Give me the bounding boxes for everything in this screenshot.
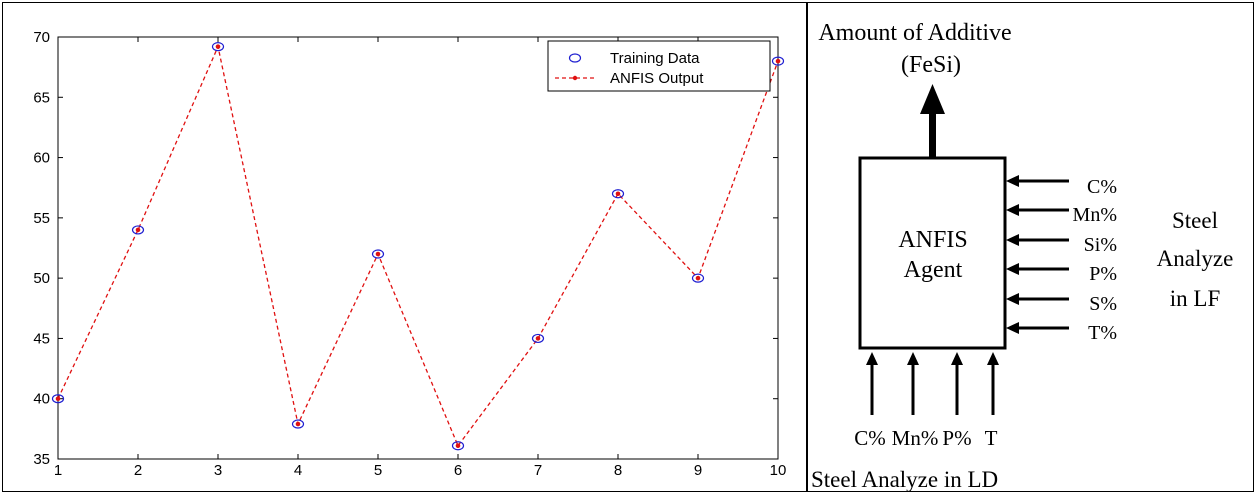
x-tick-label: 4 <box>294 462 302 479</box>
arrow-head <box>866 352 878 365</box>
x-tick-label: 2 <box>134 462 142 479</box>
y-tick-label: 55 <box>33 210 50 227</box>
x-tick-label: 10 <box>770 462 787 479</box>
output-label-line1: Amount of Additive <box>818 20 1011 46</box>
training-data-point <box>211 42 225 52</box>
anfis-output-point <box>55 396 61 402</box>
right-group-line1: Steel <box>1172 208 1218 233</box>
anfis-output-point <box>615 191 621 197</box>
x-tick-label: 7 <box>534 462 542 479</box>
right-input-s: S% <box>1089 293 1117 315</box>
plot-area <box>57 36 779 460</box>
y-tick-label: 45 <box>33 330 50 347</box>
x-tick-label: 8 <box>614 462 622 479</box>
bottom-input-p: P% <box>942 426 971 450</box>
right-input-c: C% <box>1087 176 1117 198</box>
legend-box <box>547 40 771 92</box>
bottom-input-arrows <box>866 352 999 415</box>
training-data-point <box>691 273 705 283</box>
y-tick-label: 70 <box>33 29 50 46</box>
right-input-arrows <box>1006 175 1069 334</box>
agent-label-line2: Agent <box>904 257 963 283</box>
right-input-t: T% <box>1088 322 1117 344</box>
right-input-mn: Mn% <box>1073 204 1117 226</box>
training-data-point <box>291 419 305 429</box>
legend-label-anfis: ANFIS Output <box>610 70 704 87</box>
training-data-point <box>451 441 465 451</box>
arrow-head <box>1006 293 1019 305</box>
anfis-output-line <box>57 44 779 448</box>
anfis-output-point <box>215 44 221 49</box>
right-group-line3: in LF <box>1170 286 1220 311</box>
panel-divider <box>806 2 808 492</box>
x-tick-label: 3 <box>214 462 222 479</box>
arrow-head <box>907 352 919 365</box>
anfis-output-point <box>535 336 541 341</box>
right-input-si: Si% <box>1084 234 1117 256</box>
training-data-point <box>771 56 785 66</box>
arrow-head <box>1006 175 1019 187</box>
anfis-output-point <box>135 227 141 233</box>
arrow-head <box>1006 234 1019 246</box>
arrow-head <box>951 352 963 365</box>
bottom-input-mn: Mn% <box>892 426 939 450</box>
output-arrow-head <box>920 84 945 114</box>
arrow-head <box>1006 263 1019 275</box>
anfis-agent-box <box>858 156 1007 350</box>
legend-circle-marker <box>568 53 582 63</box>
training-data-point <box>611 189 625 199</box>
y-tick-label: 60 <box>33 150 50 167</box>
x-tick-label: 9 <box>694 462 702 479</box>
x-axis: 1 2 3 4 5 6 7 8 9 10 <box>54 37 787 479</box>
bottom-input-t: T <box>985 426 998 450</box>
training-data-point <box>531 333 545 344</box>
anfis-output-point <box>295 421 301 427</box>
agent-label-line1: ANFIS <box>898 227 967 253</box>
anfis-output-point <box>455 443 461 449</box>
training-data-point <box>51 394 65 404</box>
y-tick-label: 65 <box>33 89 50 106</box>
output-label-line2: (FeSi) <box>901 52 961 78</box>
arrow-head <box>1006 204 1019 216</box>
right-input-p: P% <box>1089 263 1117 285</box>
bottom-group-label: Steel Analyze in LD <box>811 467 998 492</box>
y-axis: 35 40 45 50 55 60 65 70 <box>33 29 778 468</box>
y-tick-label: 40 <box>33 391 50 408</box>
anfis-output-point <box>375 251 381 257</box>
legend-dot-marker <box>572 75 578 81</box>
arrow-head <box>1006 322 1019 334</box>
bottom-input-c: C% <box>854 426 886 450</box>
anfis-agent-diagram: Amount of Additive (FeSi) ANFIS Agent C%… <box>811 20 1234 492</box>
legend: Training Data ANFIS Output <box>547 40 771 92</box>
training-data-point <box>371 249 385 259</box>
x-tick-label: 5 <box>374 462 382 479</box>
anfis-output-point <box>775 58 781 64</box>
anfis-output-point <box>695 275 701 281</box>
legend-label-training: Training Data <box>610 50 700 67</box>
arrow-head <box>987 352 999 365</box>
training-data-point <box>131 225 145 235</box>
series-group <box>51 42 785 451</box>
x-tick-label: 1 <box>54 462 62 479</box>
output-arrow-shaft <box>929 112 936 158</box>
x-tick-label: 6 <box>454 462 462 479</box>
y-tick-label: 50 <box>33 270 50 287</box>
right-group-line2: Analyze <box>1157 246 1234 271</box>
y-tick-label: 35 <box>33 451 50 468</box>
